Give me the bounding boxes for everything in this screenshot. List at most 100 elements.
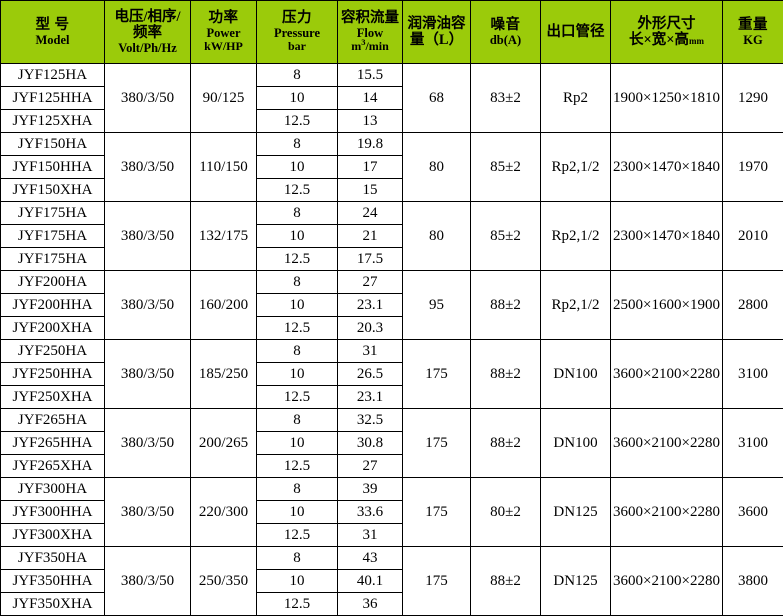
cell-pressure: 8 [257,202,338,225]
cell-model: JYF350HHA [1,570,105,593]
header-cn-label: 压力 [257,10,337,26]
cell-dimensions: 3600×2100×2280 [611,409,723,478]
cell-model: JYF175HA [1,248,105,271]
cell-flow: 15 [338,179,403,202]
cell-pressure: 8 [257,64,338,87]
cell-flow: 21 [338,225,403,248]
header-en-label: Power [191,26,256,40]
cell-model: JYF125HA [1,64,105,87]
cell-model: JYF150HA [1,133,105,156]
cell-flow: 39 [338,478,403,501]
cell-outlet-pipe: Rp2,1/2 [541,202,611,271]
cell-flow: 23.1 [338,386,403,409]
cell-model: JYF125XHA [1,110,105,133]
cell-model: JYF350XHA [1,593,105,616]
cell-model: JYF125HHA [1,87,105,110]
cell-flow: 31 [338,340,403,363]
cell-pressure: 12.5 [257,524,338,547]
cell-power: 132/175 [191,202,257,271]
cell-oil-capacity: 80 [403,133,471,202]
cell-flow: 30.8 [338,432,403,455]
header-cn-label: 噪音 [471,17,540,33]
cell-noise: 85±2 [471,133,541,202]
header-cn-label: 出口管径 [541,24,610,40]
header-en-unit: kW/HP [191,40,256,53]
cell-pressure: 12.5 [257,317,338,340]
cell-dimensions: 2500×1600×1900 [611,271,723,340]
header-cn-label: 电压/相序/ [105,9,190,25]
cell-flow: 31 [338,524,403,547]
cell-model: JYF175HA [1,225,105,248]
header-en-label: KG [723,33,783,47]
cell-flow: 13 [338,110,403,133]
cell-flow: 40.1 [338,570,403,593]
cell-weight: 1290 [723,64,783,133]
column-header-oil-capacity: 润滑油容量（L） [403,1,471,64]
cell-oil-capacity: 175 [403,340,471,409]
cell-pressure: 8 [257,478,338,501]
header-cn-text: 长×宽×高 [629,32,689,48]
cell-pressure: 10 [257,225,338,248]
cell-model: JYF200HHA [1,294,105,317]
cell-power: 90/125 [191,64,257,133]
cell-noise: 80±2 [471,478,541,547]
cell-dimensions: 1900×1250×1810 [611,64,723,133]
cell-model: JYF300HHA [1,501,105,524]
header-cn-label: 型 号 [1,17,104,33]
cell-noise: 83±2 [471,64,541,133]
header-en-unit: bar [257,40,337,53]
cell-power: 185/250 [191,340,257,409]
cell-flow: 14 [338,87,403,110]
cell-pressure: 12.5 [257,179,338,202]
cell-oil-capacity: 80 [403,202,471,271]
cell-power: 250/350 [191,547,257,616]
cell-dimensions: 3600×2100×2280 [611,547,723,616]
cell-outlet-pipe: DN100 [541,340,611,409]
cell-flow: 33.6 [338,501,403,524]
header-unit-rest: /min [365,39,388,53]
cell-outlet-pipe: DN125 [541,478,611,547]
cell-flow: 26.5 [338,363,403,386]
cell-weight: 3600 [723,478,783,547]
header-en-label: Model [1,33,104,47]
cell-outlet-pipe: DN125 [541,547,611,616]
cell-noise: 88±2 [471,340,541,409]
cell-voltage: 380/3/50 [105,64,191,133]
cell-pressure: 10 [257,294,338,317]
cell-power: 200/265 [191,409,257,478]
cell-model: JYF250XHA [1,386,105,409]
cell-model: JYF350HA [1,547,105,570]
cell-flow: 15.5 [338,64,403,87]
cell-power: 160/200 [191,271,257,340]
cell-weight: 1970 [723,133,783,202]
header-cn-label-2: 频率 [105,25,190,41]
cell-oil-capacity: 175 [403,409,471,478]
cell-pressure: 10 [257,87,338,110]
cell-voltage: 380/3/50 [105,133,191,202]
cell-dimensions: 3600×2100×2280 [611,478,723,547]
cell-voltage: 380/3/50 [105,478,191,547]
header-cn-label: 润滑油容 [403,16,470,32]
cell-weight: 3100 [723,340,783,409]
cell-flow: 17.5 [338,248,403,271]
cell-pressure: 8 [257,340,338,363]
cell-model: JYF200HA [1,271,105,294]
cell-outlet-pipe: Rp2,1/2 [541,133,611,202]
header-en-label: Pressure [257,26,337,40]
cell-power: 110/150 [191,133,257,202]
header-cn-label-2: 量（L） [403,32,470,48]
cell-model: JYF150HHA [1,156,105,179]
cell-model: JYF300HA [1,478,105,501]
cell-flow: 24 [338,202,403,225]
header-en-label: Volt/Ph/Hz [105,41,190,55]
cell-model: JYF265HHA [1,432,105,455]
